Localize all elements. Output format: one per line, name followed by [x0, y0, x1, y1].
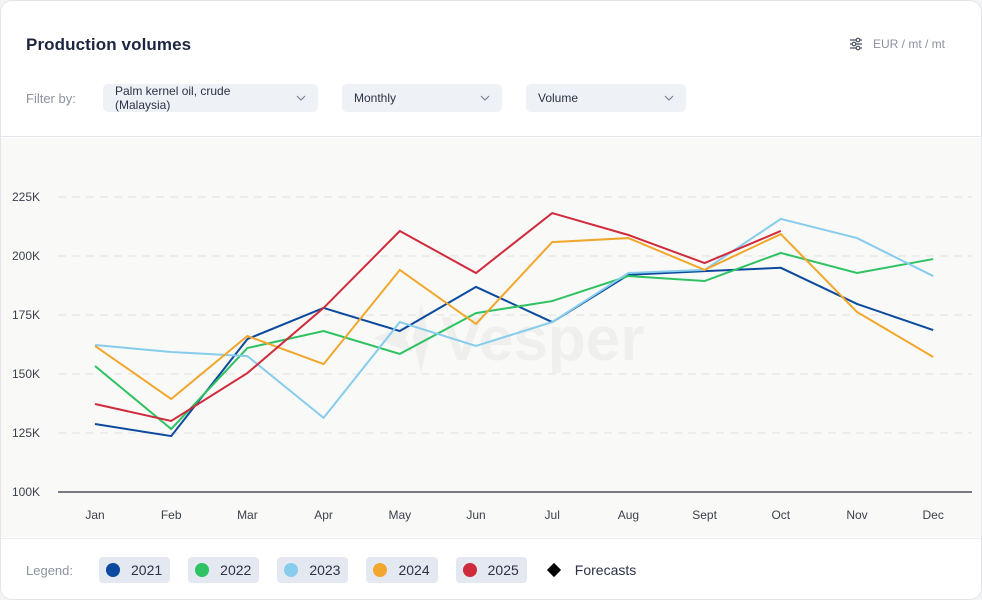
x-tick-label: Jun: [466, 508, 485, 522]
series-line-2023[interactable]: [94, 217, 934, 420]
legend-row: Legend: 2021 2022 2023 2024 2025: [26, 557, 636, 583]
filter-label: Filter by:: [26, 90, 76, 106]
page-title: Production volumes: [26, 35, 192, 54]
x-tick-label: Jan: [85, 508, 104, 522]
vesper-watermark: Vesper: [373, 303, 644, 374]
series-2022: [94, 251, 934, 431]
series-2023: [94, 217, 934, 420]
x-tick-label: Jul: [545, 508, 560, 522]
series-lines: [94, 211, 934, 438]
grid: [58, 196, 972, 493]
chevron-down-icon: [296, 93, 306, 103]
series-dot-icon: [195, 563, 210, 577]
legend-item-label: 2024: [398, 562, 430, 578]
units-selector[interactable]: EUR / mt / mt: [849, 37, 945, 51]
filter-bar: Filter by: Palm kernel oil, crude (Malay…: [26, 84, 686, 112]
sliders-icon[interactable]: [849, 37, 863, 51]
chevron-down-icon: [664, 93, 674, 103]
x-tick-label: Oct: [771, 508, 790, 522]
series-2025: [94, 211, 782, 423]
series-line-2022[interactable]: [94, 251, 934, 431]
legend-item-label: 2021: [131, 562, 163, 578]
vesper-logo-icon: [373, 303, 429, 373]
legend-item-2025[interactable]: 2025: [455, 557, 527, 583]
legend-item-label: 2023: [309, 562, 341, 578]
legend-item-label: 2025: [487, 562, 519, 578]
legend-label: Legend:: [26, 562, 73, 578]
x-tick-label: Sept: [692, 508, 717, 522]
legend-item-2021[interactable]: 2021: [99, 557, 171, 583]
metric-select[interactable]: Volume: [526, 84, 686, 112]
x-tick-label: Mar: [237, 508, 258, 522]
card-header: Production volumes EUR / mt / mt Filter …: [1, 1, 981, 137]
legend: Legend: 2021 2022 2023 2024 2025: [1, 538, 981, 599]
y-axis: 100K 125K 150K 175K 200K 225K: [12, 190, 40, 499]
y-tick-label: 200K: [12, 249, 40, 263]
series-dot-icon: [373, 563, 388, 577]
x-tick-label: Nov: [846, 508, 867, 522]
frequency-select[interactable]: Monthly: [342, 84, 502, 112]
series-dot-icon: [106, 563, 120, 577]
series-2024: [94, 232, 934, 401]
watermark-text: Vesper: [441, 305, 644, 374]
y-tick-label: 175K: [12, 308, 40, 322]
x-tick-label: Dec: [923, 508, 944, 522]
diamond-icon: [546, 562, 561, 578]
y-tick-label: 100K: [12, 485, 40, 499]
legend-item-label: 2022: [220, 562, 252, 578]
legend-item-label: Forecasts: [574, 562, 637, 578]
chart-area: Vesper 100K 125K 150K 175K 200K 225K Jan Feb Ma…: [1, 138, 981, 537]
y-tick-label: 125K: [12, 426, 40, 440]
legend-item-2023[interactable]: 2023: [277, 557, 349, 583]
y-tick-label: 150K: [12, 367, 40, 381]
commodity-select[interactable]: Palm kernel oil, crude (Malaysia): [103, 84, 318, 112]
line-chart: Vesper 100K 125K 150K 175K 200K 225K Jan Feb Ma…: [12, 190, 972, 522]
units-label: EUR / mt / mt: [873, 37, 945, 51]
series-line-2025[interactable]: [94, 211, 782, 423]
legend-item-2022[interactable]: 2022: [188, 557, 260, 583]
x-tick-label: Feb: [161, 508, 182, 522]
series-dot-icon: [284, 563, 299, 577]
series-dot-icon: [462, 563, 477, 577]
legend-item-2024[interactable]: 2024: [366, 557, 438, 583]
x-tick-label: Apr: [314, 508, 333, 522]
chevron-down-icon: [480, 93, 490, 103]
frequency-select-value: Monthly: [354, 91, 397, 105]
series-line-2024[interactable]: [94, 232, 934, 401]
x-tick-label: Aug: [618, 508, 639, 522]
metric-select-value: Volume: [538, 91, 579, 105]
x-axis: Jan Feb Mar Apr May Jun Jul Aug Sept Oct Nov Dec: [85, 508, 944, 522]
x-tick-label: May: [388, 508, 411, 522]
commodity-select-value: Palm kernel oil, crude (Malaysia): [115, 84, 231, 112]
y-tick-label: 225K: [12, 190, 40, 204]
legend-item-forecasts[interactable]: Forecasts: [546, 562, 637, 578]
